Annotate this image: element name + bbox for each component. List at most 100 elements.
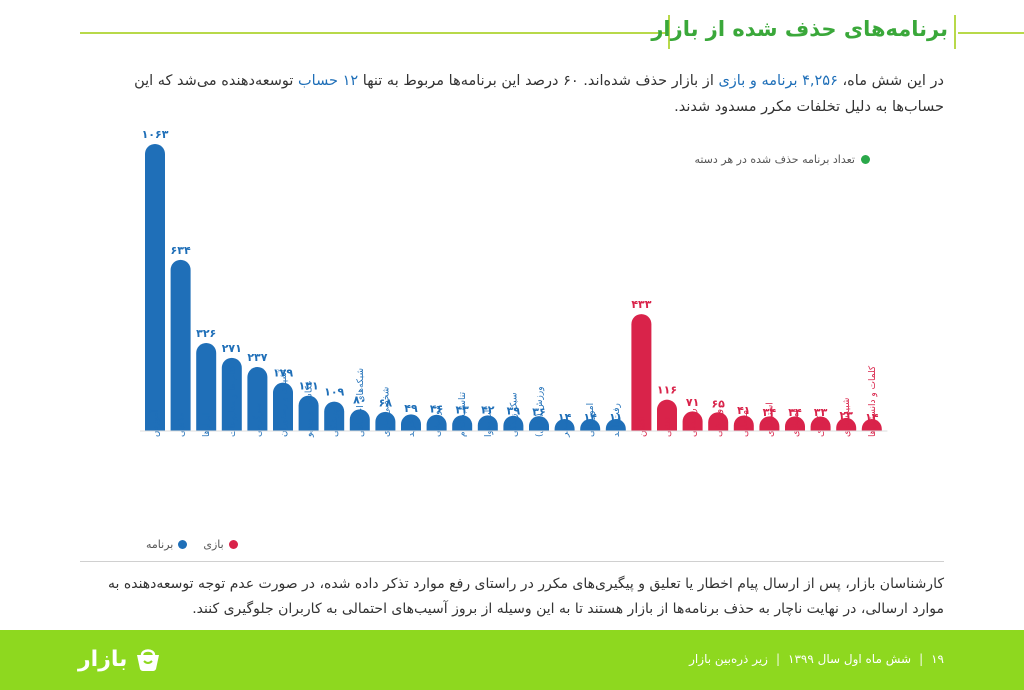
app-bar [273,382,293,431]
category-label: موسیقی [433,405,443,437]
category-label: ورزش (بازی) [535,386,545,437]
bar-value-label: ۴۶ [430,403,443,416]
page-number: ۱۹ [931,652,944,666]
category-label: ابزارها [202,413,212,437]
category-label: آشپزی و رستوران [277,369,289,437]
bar-value-label: ۷۱ [686,396,699,409]
legend-item-games: بازی [203,538,238,551]
bar-value-label: ۳۴ [788,406,802,419]
bar-value-label: ۲۳ [839,409,853,422]
category-label: رانندگی [687,408,699,437]
category-label: کتاب‌ها و مطبوعات [228,364,238,437]
app-bar [247,367,268,431]
game-bar [657,399,677,431]
chart-legend-top: تعداد برنامه حذف شده در هر دسته [694,153,870,166]
bar-value-label: ۶۸ [379,397,393,410]
category-label: تفننی [663,417,673,437]
bar-value-label: ۲۷۱ [222,342,242,355]
bar-value-label: ۱۴ [583,411,597,424]
game-bar [631,314,652,431]
intro-highlight-1: ۴,۲۵۶ برنامه و بازی [718,73,838,89]
legend-games-label: بازی [203,538,224,551]
bar-chart-svg: ۱۰۶۳ آموزش ۶۳۴ مذهبی ۳۲۶ ابزارها ۲۷۱ کتاب‌ها و … [140,128,888,438]
footer-period: شش ماه اول سال ۱۳۹۹ [788,652,912,666]
category-label: شبیه‌سازی [842,398,852,437]
category-label: شخصی‌سازی [381,387,391,437]
category-label: ورزشی [714,409,724,437]
category-label: آب‌وهوا [482,409,494,437]
bar-value-label: ۴۱ [737,404,750,417]
app-bar [170,259,191,431]
game-bar [708,412,729,431]
game-bar [836,417,857,431]
bar-value-label: ۱۳۱ [299,380,319,393]
bar-value-label: ۶۳۴ [171,244,191,257]
app-bar [554,419,575,431]
title-line-left [80,32,666,34]
category-label: سبک زندگی [507,392,519,437]
game-bar [785,416,805,431]
bar-value-label: ۴۲ [481,404,495,417]
bazaar-bag-icon [137,649,160,671]
bar-value-label: ۳۹ [507,404,521,417]
category-label: کلمات و دانستنی‌ها [868,365,878,437]
bar-value-label: ۲۳۷ [247,351,267,364]
legend-dot-icon [861,155,870,164]
footer-report: زیر ذره‌بین بازار [689,652,768,666]
bar-value-label: ۳۶ [532,405,545,418]
category-label: عکاسی و ویدیو [305,380,315,438]
bar-value-label: ۸۰ [353,393,366,406]
game-bar [733,415,754,431]
bar-value-label: ۱۰۹ [324,386,344,399]
app-bar [503,415,524,431]
chart-legend-bottom: بازی برنامه [146,538,238,551]
category-label: استراتژی [765,402,775,437]
category-label: رفت‌وآمد [610,403,622,437]
legend-top-label: تعداد برنامه حذف شده در هر دسته [694,153,855,166]
title-line-right [958,32,1024,34]
app-bar [452,415,473,431]
category-label: امتیازی [791,410,801,437]
bar-value-label: ۳۲۶ [196,327,216,340]
app-bar [196,342,217,431]
app-bar [324,401,345,431]
game-bar [682,411,703,431]
game-bar [861,419,882,431]
app-bar [605,419,626,431]
bar-value-label: ۴۳ [455,403,469,416]
bar-value-label: ۱۱۶ [657,384,677,397]
app-bar [221,357,242,431]
category-label: کودک [816,415,827,437]
intro-highlight-2: ۱۲ حساب [298,73,359,89]
divider [80,561,944,562]
category-label: امورمالی [586,403,596,437]
app-bar [349,409,370,431]
legend-item-apps: برنامه [146,538,188,551]
bar-value-label: ۱۱ [609,411,622,424]
intro-text-2: از بازار حذف شده‌اند. ۶۰ درصد این برنامه… [358,73,719,89]
intro-paragraph: در این شش ماه، ۴,۲۵۶ برنامه و بازی از با… [80,68,944,120]
bar-value-label: ۱۰۶۳ [142,128,169,141]
category-label: تناسب اندام [458,392,468,437]
intro-text-3: توسعه‌دهنده می‌شد که این حساب‌ها به دلیل… [134,73,944,115]
footer-info: ۱۹ | شش ماه اول سال ۱۳۹۹ | زیر ذره‌بین ب… [689,652,944,666]
bar-value-label: ۴۹ [404,402,418,415]
category-label: معمایی [740,410,750,437]
legend-apps-dot-icon [178,540,188,549]
bar-value-label: ۱۷۹ [273,367,293,380]
app-bar [401,414,421,431]
intro-text-1: در این شش ماه، [837,73,944,89]
title-bar: برنامه‌های حذف شده از بازار [0,15,1024,49]
bar-chart: ۱۰۶۳ آموزش ۶۳۴ مذهبی ۳۲۶ ابزارها ۲۷۱ کتاب‌ها و … [130,120,890,520]
bar-value-label: ۱۴ [558,411,572,424]
app-bar [529,416,549,431]
legend-apps-label: برنامه [146,538,174,551]
game-bar [759,416,780,431]
category-label: سرگرمی [251,403,263,437]
footer: بازار ۱۹ | شش ماه اول سال ۱۳۹۹ | زیر ذره… [0,630,1024,690]
legend-games-dot-icon [228,540,238,549]
bar-value-label: ۶۵ [711,397,725,410]
footer-separator: | [919,652,924,666]
note-paragraph: کارشناسان بازار، پس از ارسال پیام اخطار … [108,576,944,617]
footer-logo[interactable]: بازار [78,644,163,674]
